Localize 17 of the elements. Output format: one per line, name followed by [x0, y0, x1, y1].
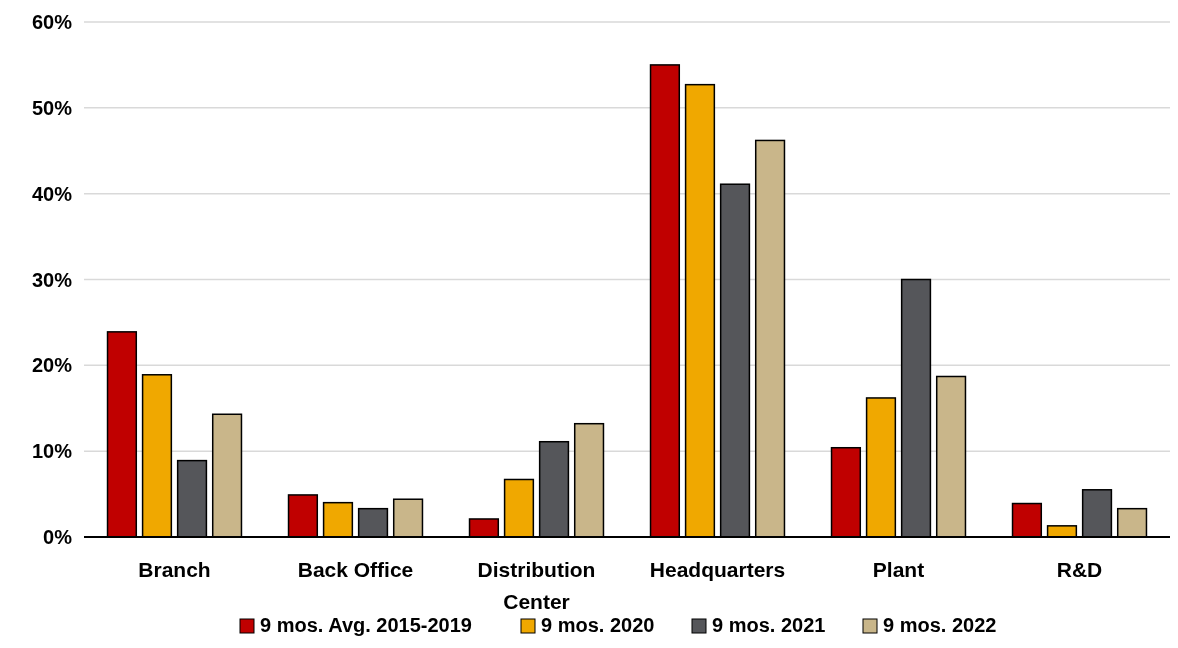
- x-tick-label: Back Office: [297, 558, 414, 581]
- x-tick-label: Branch: [138, 558, 211, 581]
- legend-label: 9 mos. 2020: [541, 614, 655, 636]
- x-tick-label: Headquarters: [649, 558, 786, 581]
- x-tick-label: Distribution Center: [477, 558, 596, 613]
- legend-label: 9 mos. Avg. 2015-2019: [260, 614, 472, 636]
- y-tick-label: 10%: [31, 440, 73, 463]
- y-tick-label: 40%: [31, 182, 73, 205]
- y-tick-label: 60%: [31, 11, 73, 33]
- y-tick-label: 30%: [31, 268, 73, 291]
- y-tick-label: 50%: [31, 96, 73, 119]
- x-tick-label: Plant: [872, 558, 925, 581]
- legend-label: 9 mos. 2022: [883, 614, 997, 636]
- y-tick-label: 0%: [43, 526, 73, 548]
- y-tick-label: 20%: [31, 354, 73, 377]
- x-tick-label: R&D: [1056, 558, 1103, 581]
- legend-label: 9 mos. 2021: [712, 614, 826, 636]
